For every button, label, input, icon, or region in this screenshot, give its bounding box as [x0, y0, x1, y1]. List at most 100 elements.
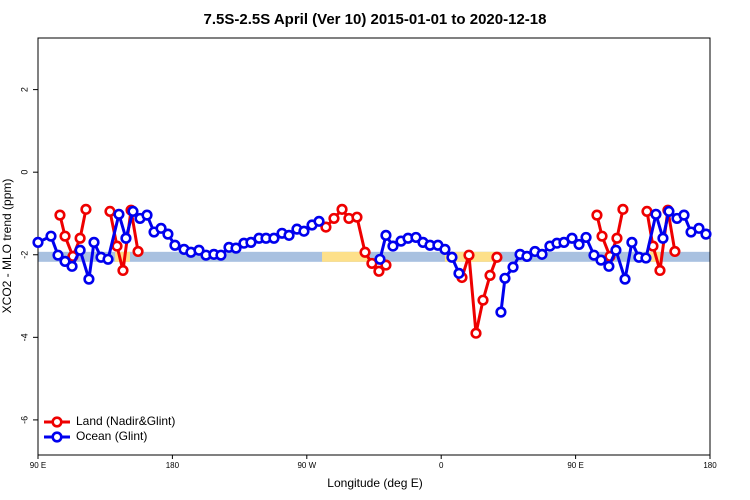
data-point	[127, 205, 139, 218]
data-point	[74, 244, 86, 256]
data-point	[141, 209, 153, 221]
data-point	[507, 261, 519, 273]
data-point	[446, 251, 458, 263]
data-point	[410, 231, 422, 244]
data-point	[32, 236, 44, 248]
reference-band	[38, 251, 710, 262]
data-point	[566, 232, 578, 244]
land-band	[645, 251, 660, 262]
legend-label: Ocean (Glint)	[76, 429, 147, 443]
data-point	[193, 244, 205, 256]
land-band	[115, 251, 130, 262]
data-point	[117, 264, 129, 277]
legend-label: Land (Nadir&Glint)	[76, 414, 175, 428]
data-point	[610, 244, 622, 256]
chart-title: 7.5S-2.5S April (Ver 10) 2015-01-01 to 2…	[204, 11, 547, 28]
data-point	[80, 203, 92, 215]
data-point	[700, 228, 712, 240]
y-axis-label: XCO2 - MLO trend (ppm)	[0, 179, 14, 314]
x-tick-label: 0	[439, 461, 444, 470]
data-point	[373, 265, 385, 277]
data-point	[580, 231, 592, 244]
x-tick-label: 90 E	[567, 461, 583, 470]
data-point	[155, 222, 167, 234]
y-tick-label: -4	[19, 333, 29, 341]
data-point	[491, 251, 503, 263]
data-point	[113, 208, 125, 220]
data-point	[59, 230, 71, 242]
data-point	[88, 236, 100, 248]
data-point	[595, 254, 607, 266]
x-tick-label: 90 E	[30, 461, 46, 470]
data-point	[663, 205, 675, 218]
x-tick-label: 180	[703, 461, 717, 470]
y-tick-label: 2	[19, 87, 29, 92]
land-band	[322, 251, 369, 262]
data-point	[83, 273, 95, 285]
data-point	[611, 232, 623, 244]
data-point	[650, 208, 662, 220]
data-point	[573, 238, 585, 251]
data-point	[215, 249, 227, 261]
data-point	[619, 273, 631, 285]
data-point	[617, 203, 629, 215]
data-point	[74, 232, 86, 244]
data-point	[477, 294, 489, 306]
data-point	[380, 229, 392, 241]
x-tick-label: 180	[166, 461, 180, 470]
data-point	[59, 255, 71, 267]
data-point	[104, 205, 116, 218]
data-point	[603, 260, 615, 272]
data-point	[640, 252, 652, 264]
data-point	[313, 215, 325, 227]
data-point	[298, 225, 310, 237]
data-point	[484, 269, 496, 282]
data-point	[521, 250, 533, 263]
data-point	[66, 260, 78, 272]
data-point	[453, 267, 465, 279]
data-point	[230, 242, 242, 254]
data-point	[111, 240, 123, 252]
data-point	[588, 249, 600, 261]
data-point	[336, 203, 348, 215]
data-point	[359, 246, 371, 258]
legend-marker	[51, 431, 63, 443]
data-point	[499, 272, 511, 284]
data-point	[162, 228, 174, 240]
data-point	[669, 245, 681, 258]
data-point	[626, 236, 638, 248]
data-point	[678, 209, 690, 221]
data-point	[54, 209, 66, 221]
data-point	[45, 230, 57, 242]
data-point	[102, 253, 114, 265]
data-point	[657, 232, 669, 244]
data-point	[536, 248, 548, 260]
data-point	[654, 264, 666, 277]
data-point	[328, 212, 340, 225]
data-point	[120, 232, 132, 244]
data-point	[495, 306, 507, 318]
data-point	[591, 209, 603, 221]
data-point	[169, 239, 181, 251]
data-point	[351, 211, 363, 223]
data-point	[52, 249, 64, 261]
y-tick-label: 0	[19, 170, 29, 175]
data-point	[470, 327, 482, 339]
legend-marker	[51, 416, 63, 428]
data-point	[374, 253, 386, 265]
y-tick-label: -6	[19, 416, 29, 424]
x-tick-label: 90 W	[297, 461, 316, 470]
data-point	[693, 222, 705, 234]
data-point	[596, 230, 608, 242]
data-point	[387, 240, 399, 252]
data-point	[283, 229, 295, 241]
data-point	[439, 243, 451, 255]
y-tick-label: -2	[19, 251, 29, 259]
data-point	[463, 249, 475, 261]
data-point	[268, 232, 280, 244]
data-point	[320, 221, 332, 233]
x-axis-label: Longitude (deg E)	[327, 476, 422, 490]
data-point	[641, 205, 653, 218]
data-point	[132, 245, 144, 258]
